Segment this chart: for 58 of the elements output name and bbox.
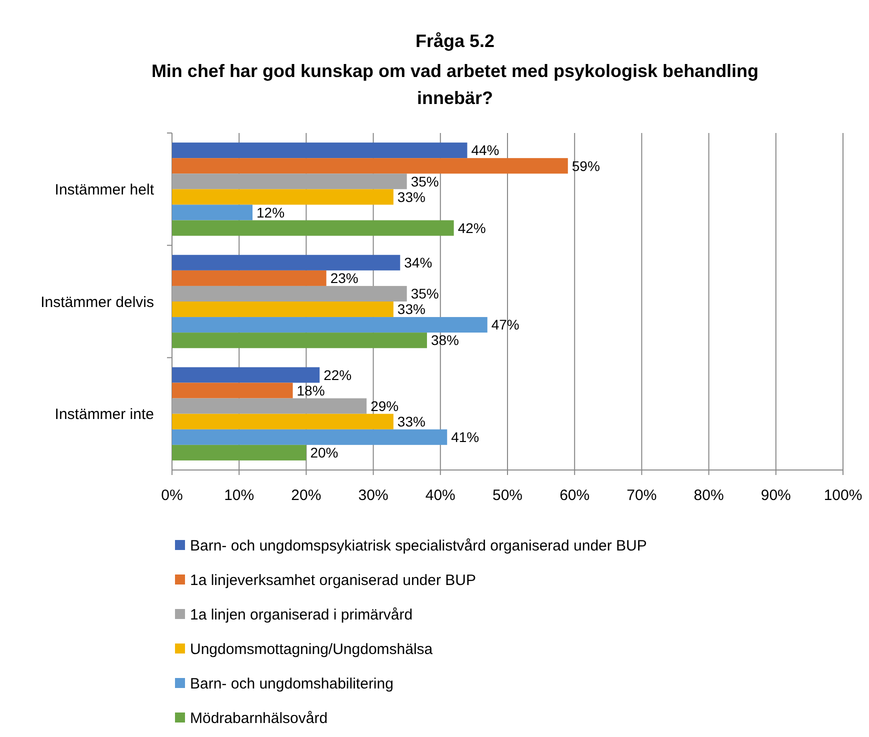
data-label: 29% (370, 398, 399, 414)
bar (172, 286, 407, 302)
data-label: 18% (296, 382, 325, 398)
bar (172, 174, 407, 190)
bar (172, 398, 367, 414)
x-tick-label: 60% (560, 487, 590, 504)
bar (172, 158, 568, 174)
data-label: 35% (410, 286, 439, 302)
legend-label: Barn- och ungdomshabilitering (190, 675, 394, 692)
bar (172, 414, 394, 430)
y-tick-label: Instämmer inte (54, 406, 154, 424)
x-tick-label: 0% (161, 487, 183, 504)
data-label: 38% (430, 332, 460, 348)
chart-title: Fråga 5.2 (415, 31, 495, 51)
data-label: 12% (256, 204, 285, 220)
legend-label: Barn- och ungdomspsykiatrisk specialistvård organiserad under BUP (190, 537, 647, 554)
x-tick-label: 50% (492, 487, 523, 504)
chart-subtitle: Min chef har god kunskap om vad arbetet med psykologisk behandling innebär? (151, 61, 759, 108)
bar (172, 317, 488, 333)
bar (172, 189, 394, 205)
legend-label: 1a linjeverksamhet organiserad under BUP (190, 572, 476, 589)
data-label: 23% (330, 270, 358, 286)
data-label: 47% (491, 316, 520, 333)
data-label: 33% (397, 188, 426, 205)
x-tick-label: 80% (694, 487, 724, 504)
data-label: 34% (404, 254, 432, 271)
y-tick-label: Instämmer delvis (40, 294, 154, 311)
data-label: 33% (397, 301, 426, 318)
bar (172, 302, 394, 318)
bar (172, 142, 468, 158)
x-tick-label: 100% (824, 487, 862, 504)
legend-label: Ungdomsmottagning/Ungdomshälsa (190, 640, 434, 658)
bar (172, 254, 400, 270)
data-label: 22% (324, 366, 352, 383)
data-label: 41% (451, 429, 480, 446)
data-label: 44% (471, 142, 500, 158)
x-tick-label: 70% (626, 487, 657, 504)
bar (172, 332, 427, 348)
bar (172, 367, 320, 383)
x-tick-label: 30% (358, 487, 388, 504)
legend-label: Mödrabarnhälsovård (190, 710, 328, 727)
data-label: 59% (572, 158, 600, 174)
legend-label: 1a linjen organiserad i primärvård (190, 606, 413, 624)
data-label: 42% (458, 220, 486, 236)
x-tick-label: 90% (760, 487, 791, 504)
bar (172, 270, 326, 286)
data-label: 20% (310, 444, 338, 461)
data-label: 35% (410, 173, 439, 190)
bar (172, 220, 454, 236)
x-tick-label: 20% (291, 487, 322, 504)
bar (172, 382, 293, 398)
bar (172, 204, 253, 220)
x-tick-label: 40% (425, 487, 456, 504)
x-tick-label: 10% (224, 487, 254, 504)
data-label: 33% (397, 414, 426, 430)
bar (172, 444, 306, 460)
y-tick-label: Instämmer helt (54, 181, 155, 198)
bar (172, 429, 448, 445)
